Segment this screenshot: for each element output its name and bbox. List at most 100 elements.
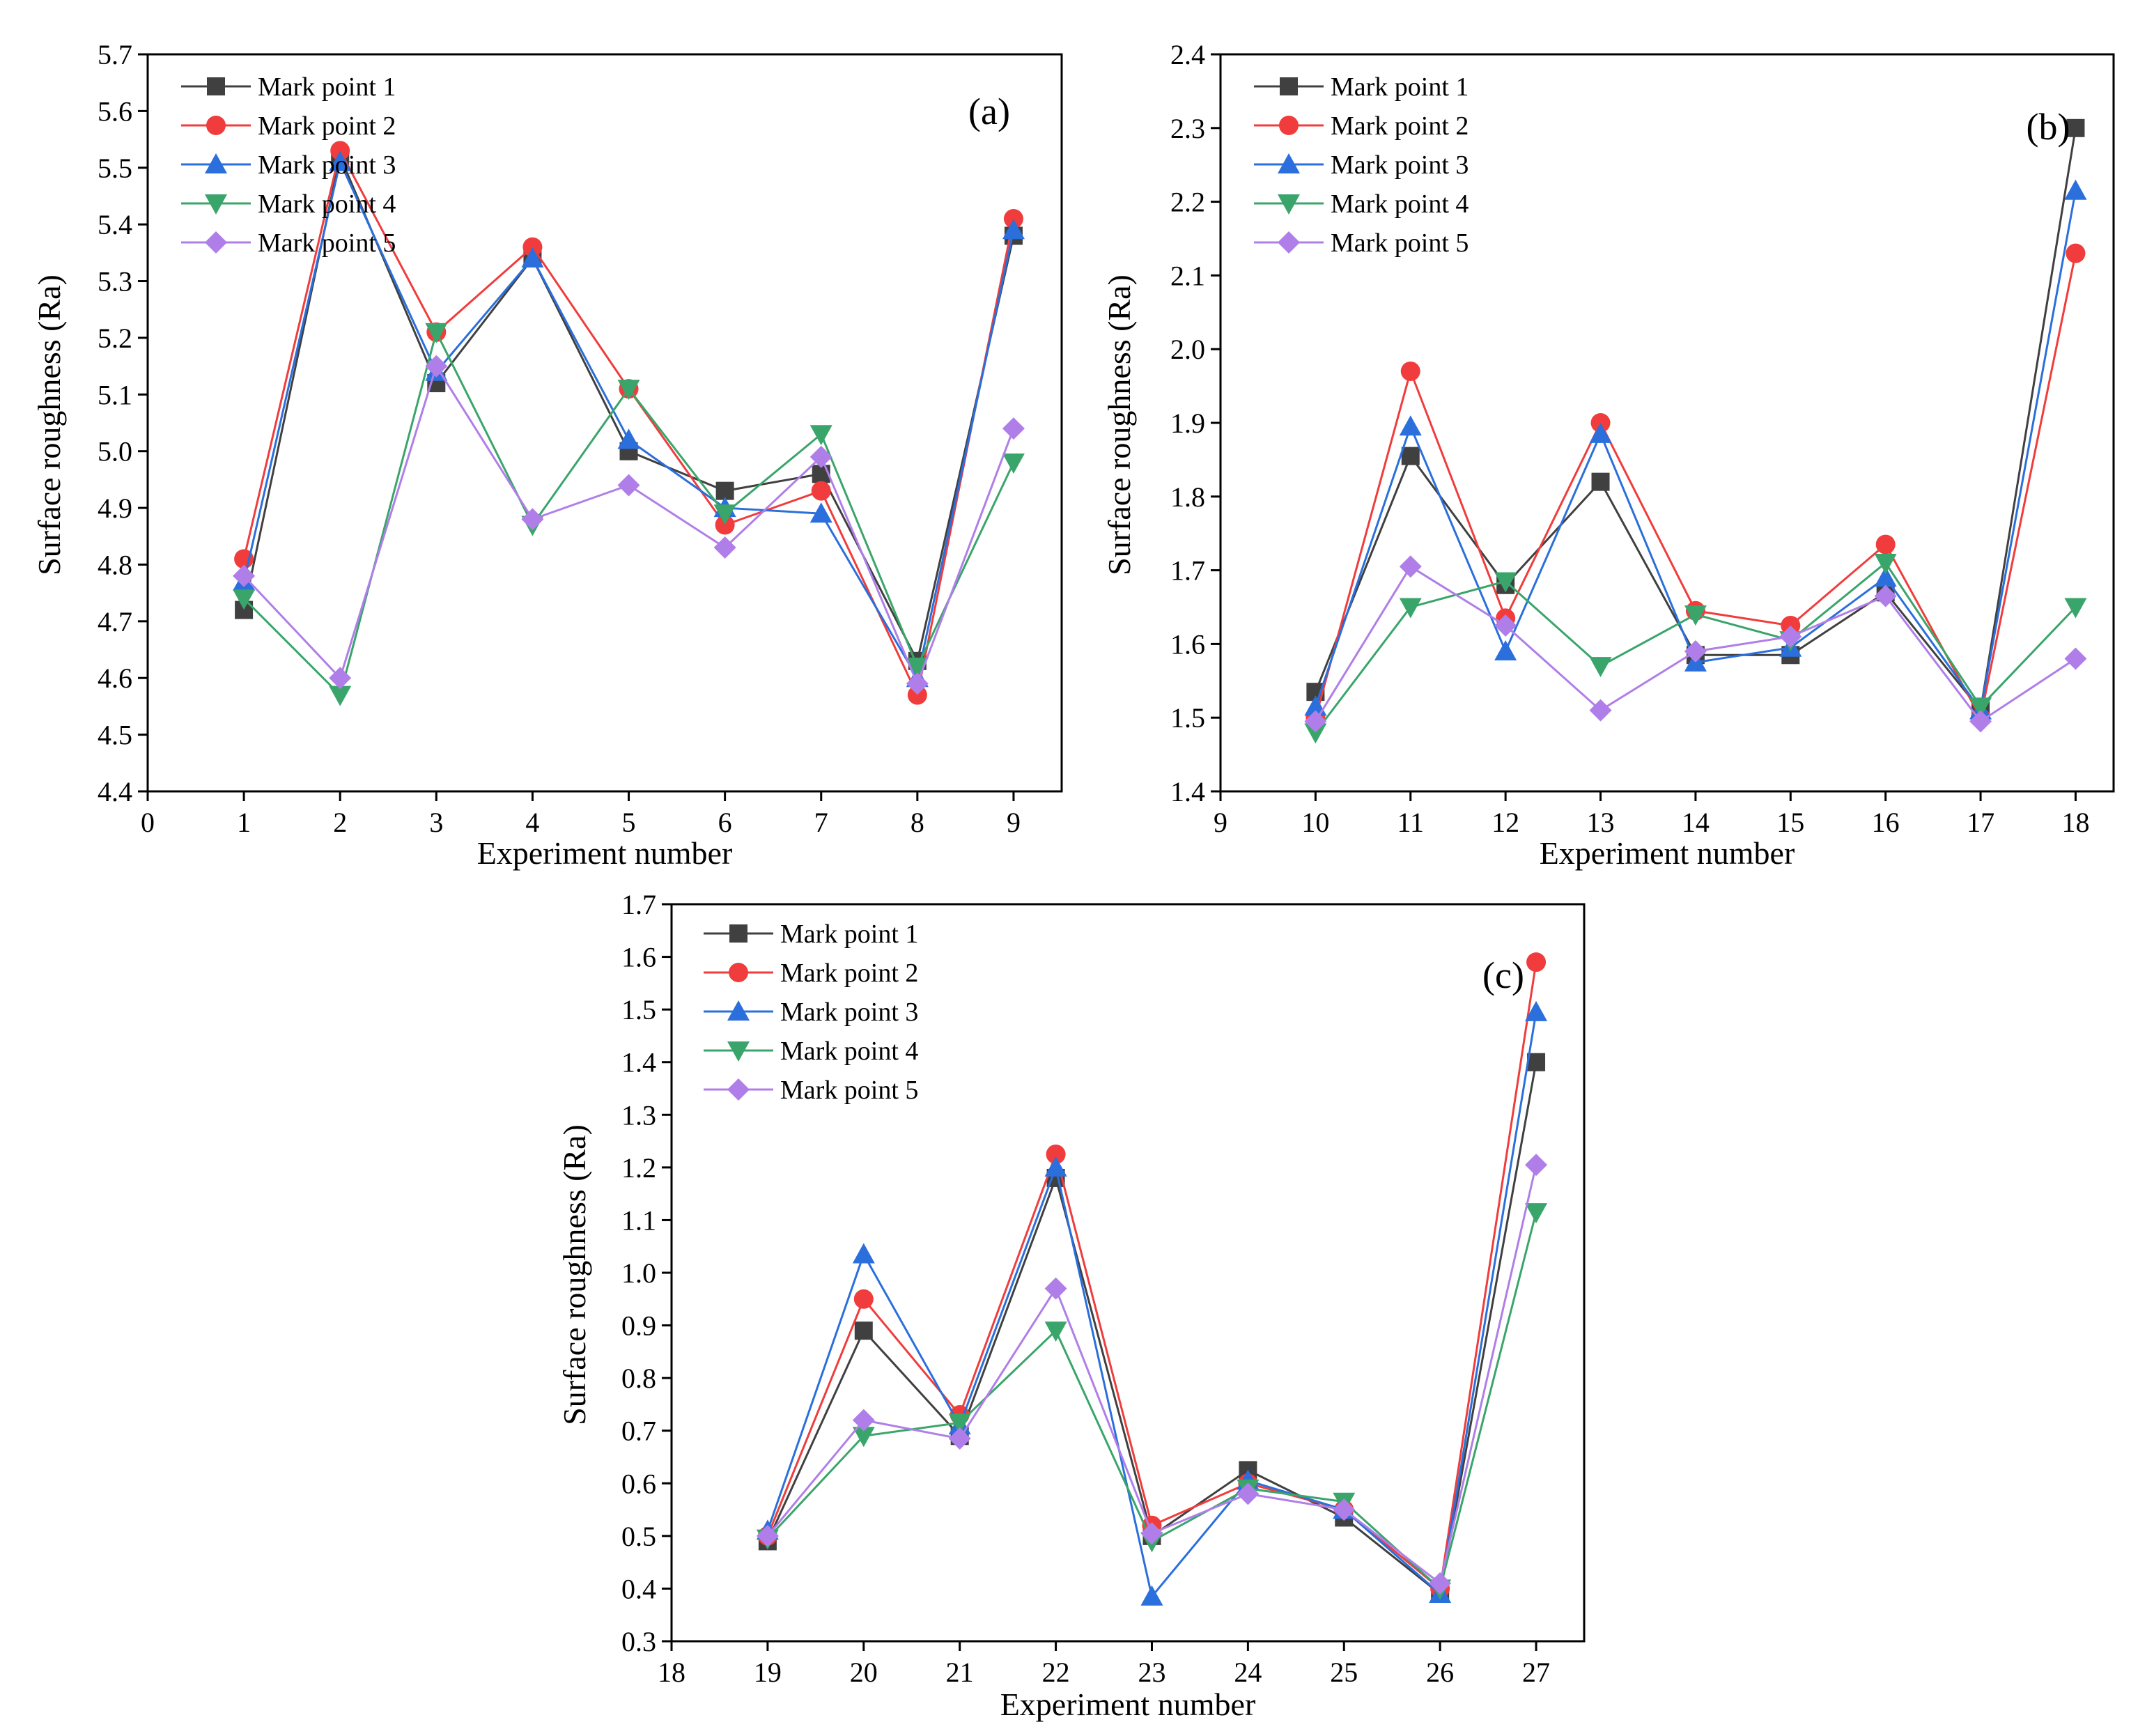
legend-label: Mark point 4 — [1331, 189, 1469, 219]
data-point — [907, 685, 927, 705]
data-point — [713, 536, 736, 559]
y-tick-label: 5.1 — [98, 379, 132, 410]
x-tick-label: 12 — [1491, 807, 1519, 838]
chart-panel-1: 0 1 2 3 4 5 6 7 8 9 4.4 4.5 4.6 4.7 4.8 4.9 5.0 5.1 5.2 5.3… — [31, 39, 1063, 871]
chart-panel-2: 9 10 11 12 13 14 15 16 17 18 1.4 1.5 1.6 1.7 1.8 1.9 2.0… — [1101, 39, 2115, 871]
data-point — [852, 1243, 875, 1264]
data-point — [617, 428, 640, 449]
y-tick-label: 5.5 — [98, 153, 132, 184]
data-point — [617, 474, 640, 497]
x-tick-label: 8 — [911, 807, 924, 838]
y-tick-label: 0.4 — [621, 1573, 656, 1604]
data-point — [521, 247, 544, 268]
data-point — [1494, 614, 1517, 637]
y-tick-label: 0.8 — [621, 1363, 656, 1394]
data-point — [852, 1409, 875, 1432]
data-point — [329, 150, 352, 171]
legend-label: Mark point 1 — [258, 72, 396, 102]
data-point — [1589, 422, 1612, 443]
x-tick-label: 14 — [1682, 807, 1710, 838]
legend-marker — [729, 963, 748, 982]
y-tick-label: 5.2 — [98, 323, 132, 354]
y-tick-label: 1.2 — [621, 1152, 656, 1184]
legend-marker — [727, 1041, 750, 1062]
y-tick-label: 1.8 — [1170, 481, 1205, 513]
x-tick-label: 11 — [1397, 807, 1425, 838]
y-tick-label: 2.0 — [1170, 334, 1205, 365]
series-5 — [1304, 555, 2087, 733]
legend-marker — [206, 116, 226, 135]
data-point — [2066, 118, 2085, 137]
data-point — [1874, 566, 1897, 587]
y-tick-label: 2.3 — [1170, 113, 1205, 144]
panel-label: (a) — [968, 91, 1010, 132]
y-tick-label: 0.7 — [621, 1416, 656, 1447]
y-tick-label: 1.5 — [621, 994, 656, 1025]
y-tick-label: 1.9 — [1170, 408, 1205, 439]
legend-label: Mark point 4 — [258, 189, 396, 219]
series-3 — [1304, 179, 2087, 720]
y-tick-label: 0.5 — [621, 1521, 656, 1552]
y-tick-label: 1.6 — [1170, 628, 1205, 660]
chart-panel-3: 18 19 20 21 22 23 24 25 26 27 0.3 0.4 0.5 0.6 0.7 0.8 0.… — [557, 889, 1586, 1722]
legend-label: Mark point 5 — [258, 228, 396, 258]
data-point — [1874, 554, 1897, 575]
data-point — [1779, 625, 1802, 648]
x-tick-label: 20 — [850, 1657, 878, 1688]
legend-label: Mark point 3 — [258, 150, 396, 180]
x-tick-label: 25 — [1330, 1657, 1358, 1688]
series-5 — [756, 1154, 1548, 1595]
data-point — [1304, 723, 1327, 744]
data-point — [1304, 710, 1327, 733]
x-tick-label: 10 — [1301, 807, 1329, 838]
data-point — [1140, 1585, 1163, 1606]
data-point — [854, 1322, 873, 1340]
data-point — [906, 672, 929, 695]
x-tick-label: 7 — [814, 807, 828, 838]
data-point — [906, 657, 929, 678]
legend-label: Mark point 5 — [780, 1076, 918, 1105]
data-point — [811, 481, 831, 501]
data-point — [1589, 657, 1612, 678]
data-point — [1046, 1144, 1066, 1164]
y-tick-label: 0.6 — [621, 1468, 656, 1499]
x-tick-label: 17 — [1967, 807, 1994, 838]
data-point — [852, 1427, 875, 1448]
x-tick-label: 13 — [1587, 807, 1615, 838]
legend-marker — [205, 231, 227, 254]
legend-label: Mark point 3 — [780, 998, 918, 1027]
data-point — [233, 589, 256, 610]
data-point — [1969, 697, 1992, 718]
legend-marker — [1279, 116, 1299, 135]
series-2 — [234, 141, 1023, 705]
data-point — [2064, 598, 2087, 619]
legend-marker — [1278, 194, 1300, 215]
legend-marker — [205, 194, 227, 215]
y-tick-label: 1.7 — [621, 889, 656, 920]
data-point — [1399, 555, 1422, 578]
x-tick-label: 1 — [237, 807, 251, 838]
x-tick-label: 27 — [1522, 1657, 1550, 1688]
y-tick-label: 1.4 — [1170, 776, 1205, 807]
data-point — [1237, 1482, 1260, 1505]
plot-frame — [146, 53, 1063, 793]
y-tick-label: 4.5 — [98, 720, 132, 751]
y-tick-label: 5.6 — [98, 95, 132, 127]
x-tick-label: 22 — [1042, 1657, 1070, 1688]
x-tick-label: 21 — [946, 1657, 974, 1688]
x-tick-label: 4 — [525, 807, 539, 838]
panel-label: (c) — [1482, 954, 1524, 996]
x-axis-title: Experiment number — [477, 835, 733, 871]
legend-label: Mark point 1 — [1331, 72, 1469, 102]
x-tick-label: 0 — [141, 807, 155, 838]
data-point — [1333, 1498, 1356, 1521]
data-point — [1684, 605, 1707, 626]
data-point — [809, 425, 832, 446]
data-point — [1002, 219, 1025, 240]
data-point — [756, 1524, 779, 1547]
legend: Mark point 1 Mark point 2 Mark point 3 Mark… — [1254, 72, 1469, 258]
series-5 — [233, 355, 1025, 695]
x-tick-label: 9 — [1214, 807, 1227, 838]
x-tick-label: 19 — [754, 1657, 782, 1688]
